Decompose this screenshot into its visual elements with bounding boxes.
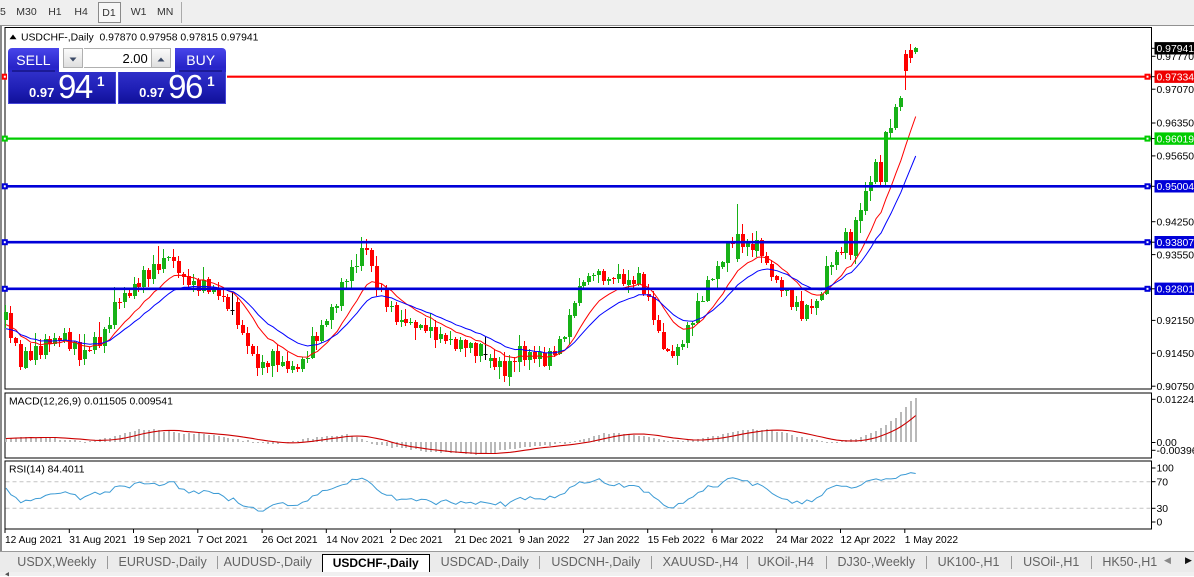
svg-text:2 Dec 2021: 2 Dec 2021 [391,535,443,546]
svg-text:0: 0 [1157,518,1163,529]
svg-text:-0.003963: -0.003963 [1157,446,1194,457]
svg-text:0.97070: 0.97070 [1157,85,1194,96]
svg-text:21 Dec 2021: 21 Dec 2021 [455,535,513,546]
svg-text:0.012242: 0.012242 [1157,395,1194,406]
svg-text:0.91450: 0.91450 [1157,349,1194,360]
svg-text:0.97941: 0.97941 [1157,44,1194,55]
svg-text:0.93807: 0.93807 [1157,238,1194,249]
svg-text:12 Aug 2021: 12 Aug 2021 [5,535,63,546]
svg-text:0.92150: 0.92150 [1157,316,1194,327]
svg-text:0.96019: 0.96019 [1157,134,1194,145]
svg-text:19 Sep 2021: 19 Sep 2021 [134,535,192,546]
svg-text:6 Mar 2022: 6 Mar 2022 [712,535,764,546]
svg-text:31 Aug 2021: 31 Aug 2021 [69,535,127,546]
svg-text:0.97334: 0.97334 [1157,72,1194,83]
svg-text:MACD(12,26,9) 0.011505 0.00954: MACD(12,26,9) 0.011505 0.009541 [9,397,173,408]
svg-text:0.95004: 0.95004 [1157,182,1194,193]
svg-text:0.92801: 0.92801 [1157,285,1194,296]
svg-text:30: 30 [1157,504,1169,515]
svg-text:26 Oct 2021: 26 Oct 2021 [262,535,318,546]
svg-text:9 Jan 2022: 9 Jan 2022 [519,535,570,546]
svg-text:100: 100 [1157,464,1175,475]
svg-text:24 Mar 2022: 24 Mar 2022 [776,535,834,546]
svg-text:0.93550: 0.93550 [1157,250,1194,261]
svg-text:0.96350: 0.96350 [1157,119,1194,130]
svg-text:70: 70 [1157,477,1169,488]
svg-text:27 Jan 2022: 27 Jan 2022 [583,535,639,546]
svg-text:12 Apr 2022: 12 Apr 2022 [841,535,896,546]
svg-text:0.95650: 0.95650 [1157,152,1194,163]
svg-text:15 Feb 2022: 15 Feb 2022 [648,535,706,546]
svg-text:0.90750: 0.90750 [1157,382,1194,393]
svg-text:7 Oct 2021: 7 Oct 2021 [198,535,248,546]
svg-text:RSI(14) 84.4011: RSI(14) 84.4011 [9,465,85,476]
svg-text:0.94250: 0.94250 [1157,217,1194,228]
svg-text:14 Nov 2021: 14 Nov 2021 [326,535,384,546]
svg-text:1 May 2022: 1 May 2022 [905,535,959,546]
svg-text:USDCHF-,Daily 0.97870 0.97958: USDCHF-,Daily 0.97870 0.97958 0.97815 0.… [21,33,259,44]
